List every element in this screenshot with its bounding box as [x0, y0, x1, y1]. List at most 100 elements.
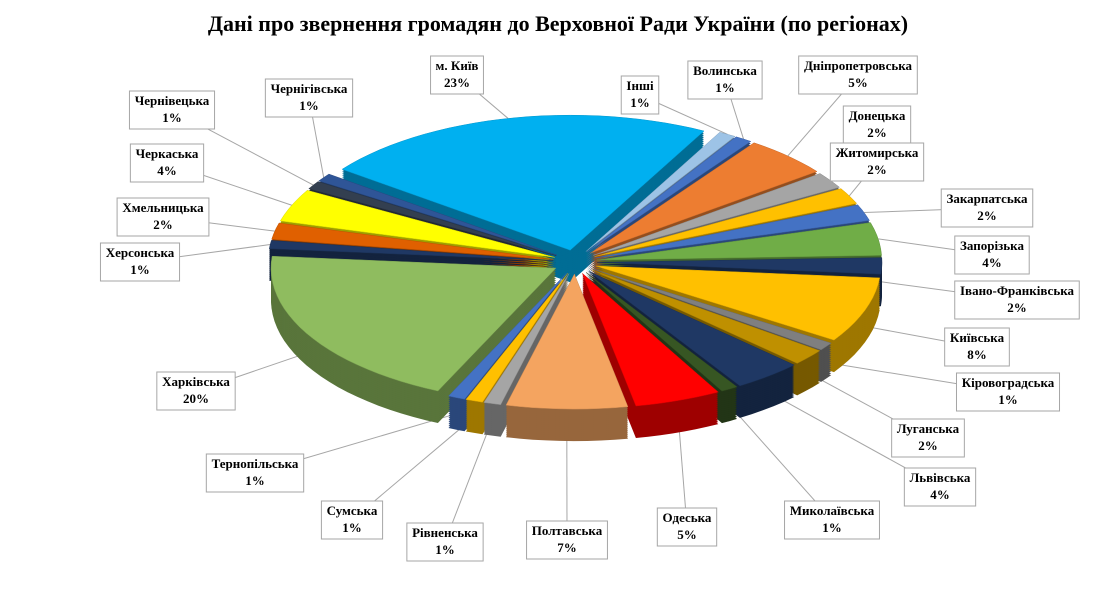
slice-top — [595, 204, 870, 259]
slice-top — [268, 240, 554, 261]
label-box — [954, 235, 1030, 275]
label-value: 2% — [918, 438, 938, 453]
label-box — [656, 507, 718, 547]
label-box — [406, 522, 484, 562]
data-label: м. Київ 23% — [430, 55, 484, 95]
data-label: Хмельницька 2% — [116, 197, 210, 237]
label-name: Чернівецька — [135, 93, 210, 108]
label-box — [129, 143, 205, 183]
label-box — [116, 197, 210, 237]
label-box — [430, 55, 484, 95]
data-label: Миколаївська 1% — [784, 500, 880, 540]
data-label: Тернопільська 1% — [205, 453, 305, 493]
data-label: Сумська 1% — [320, 500, 384, 540]
label-value: 8% — [967, 347, 987, 362]
label-name: Львівська — [910, 470, 971, 485]
label-name: Інші — [626, 78, 654, 93]
slice-top — [596, 257, 883, 275]
label-box — [944, 327, 1010, 367]
data-label: Рівненська 1% — [406, 522, 484, 562]
label-name: Запорізька — [960, 238, 1024, 253]
slice-top — [448, 272, 567, 400]
label-value: 1% — [435, 542, 455, 557]
label-box — [264, 78, 354, 118]
data-label: Волинська 1% — [687, 60, 763, 100]
label-box — [687, 60, 763, 100]
label-name: Одеська — [663, 510, 712, 525]
slice-top — [591, 269, 821, 364]
label-name: Донецька — [849, 108, 906, 123]
label-name: м. Київ — [436, 58, 479, 73]
label-value: 2% — [867, 162, 887, 177]
slice-top — [270, 255, 557, 392]
data-label: Дніпропетровська 5% — [798, 55, 918, 95]
label-name: Закарпатська — [946, 191, 1028, 206]
label-box — [955, 372, 1061, 412]
slice-top — [279, 190, 555, 258]
label-value: 1% — [130, 262, 150, 277]
label-name: Луганська — [897, 421, 960, 436]
label-value: 5% — [848, 75, 868, 90]
label-name: Миколаївська — [790, 503, 875, 518]
leader-line — [444, 419, 493, 543]
slice-top — [465, 273, 568, 403]
slice-top — [341, 114, 705, 251]
label-value: 1% — [342, 520, 362, 535]
label-name: Сумська — [327, 503, 378, 518]
data-label: Кіровоградська 1% — [955, 372, 1061, 412]
label-name: Чернігівська — [271, 81, 348, 96]
label-name: Тернопільська — [212, 456, 299, 471]
label-name: Рівненська — [412, 525, 478, 540]
label-box — [205, 453, 305, 493]
data-label: Херсонська 1% — [99, 242, 181, 282]
data-label: Черкаська 4% — [129, 143, 205, 183]
label-value: 7% — [557, 540, 577, 555]
label-value: 5% — [677, 527, 697, 542]
slice-top — [585, 132, 736, 252]
label-box — [156, 371, 236, 411]
label-value: 4% — [982, 255, 1002, 270]
data-label: Одеська 5% — [656, 507, 718, 547]
label-value: 2% — [867, 125, 887, 140]
label-box — [798, 55, 918, 95]
label-name: Дніпропетровська — [804, 58, 913, 73]
label-box — [829, 142, 925, 182]
label-name: Волинська — [693, 63, 757, 78]
label-box — [784, 500, 880, 540]
slice-top — [483, 273, 570, 405]
slice-top — [318, 173, 558, 256]
slice — [341, 114, 705, 283]
label-name: Київська — [950, 330, 1005, 345]
label-name: Полтавська — [532, 523, 603, 538]
label-value: 4% — [930, 487, 950, 502]
label-box — [99, 242, 181, 282]
label-name: Житомирська — [836, 145, 919, 160]
data-label: Донецька 2% — [842, 105, 912, 145]
data-label: Чернівецька 1% — [128, 90, 216, 130]
data-label: Запорізька 4% — [954, 235, 1030, 275]
data-label: Чернігівська 1% — [264, 78, 354, 118]
slice-top — [586, 136, 752, 253]
chart-title: Дані про звернення громадян до Верховної… — [208, 11, 908, 36]
slice-top — [505, 273, 629, 410]
label-value: 1% — [162, 110, 182, 125]
slice-top — [308, 181, 557, 256]
label-value: 20% — [183, 391, 209, 406]
data-label: Полтавська 7% — [526, 520, 608, 560]
label-value: 4% — [157, 163, 177, 178]
label-box — [526, 520, 608, 560]
label-box — [320, 500, 384, 540]
slice-top — [594, 188, 858, 257]
label-value: 23% — [444, 75, 470, 90]
data-label: Івано-Франківська 2% — [954, 280, 1080, 320]
label-box — [128, 90, 216, 130]
label-value: 2% — [977, 208, 997, 223]
label-box — [891, 418, 965, 458]
label-value: 1% — [822, 520, 842, 535]
data-label: Житомирська 2% — [829, 142, 925, 182]
slice-top — [596, 222, 882, 261]
slice-top — [588, 271, 795, 387]
data-label: Київська 8% — [944, 327, 1010, 367]
data-label: Львівська 4% — [903, 467, 977, 507]
